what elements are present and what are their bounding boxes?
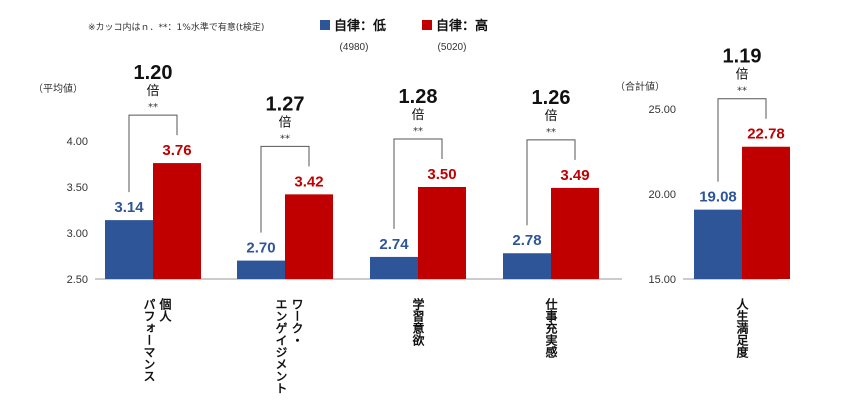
significance-mark: ** [546, 127, 556, 138]
y-tick-label: 3.50 [67, 182, 88, 194]
ratio-value: 1.28 [399, 86, 438, 108]
significance-bracket [128, 114, 178, 193]
bar-low [105, 220, 153, 279]
ratio-unit: 倍 [278, 115, 291, 130]
legend-swatch-high [422, 20, 432, 30]
panel-averages: （平均値）2.503.003.504.003.143.76**倍1.20個人パフ… [33, 62, 622, 394]
ratio-unit: 倍 [411, 108, 424, 123]
significance-mark: ** [413, 126, 423, 137]
bar-high [742, 146, 790, 279]
data-label-low: 2.74 [379, 236, 409, 253]
legend-label-low: 自律：低 [334, 18, 386, 34]
y-tick-label: 4.00 [67, 136, 88, 148]
bar-high [153, 163, 201, 279]
significance-mark: ** [737, 86, 747, 97]
category-label: 学習意欲 [411, 297, 425, 347]
ratio-unit: 倍 [544, 109, 557, 124]
data-label-high: 3.50 [427, 166, 456, 183]
legend-n-high: (5020) [438, 42, 467, 53]
y-tick-label: 15.00 [648, 274, 676, 286]
legend-n-low: (4980) [340, 42, 369, 53]
panel-totals: （合計値） 15.00 20.00 25.00 19.08 22.78 ** 倍1.19 人生満… [615, 46, 790, 359]
y-tick-label: 2.50 [67, 274, 88, 286]
significance-mark: ** [280, 133, 290, 144]
data-label-high: 22.78 [747, 126, 785, 143]
category-label: パフォーマンス [142, 298, 156, 382]
bar-high [285, 194, 333, 279]
data-label-low: 3.14 [114, 199, 144, 216]
category-label: 個人 [158, 297, 172, 322]
significance-bracket [526, 139, 576, 226]
data-label-high: 3.76 [162, 142, 191, 159]
bar-low [370, 256, 418, 279]
bar-low [694, 209, 742, 279]
bar-high [418, 187, 466, 279]
ratio-unit: 倍 [735, 68, 748, 83]
y-tick-label: 3.00 [67, 228, 88, 240]
category-label: 仕事充実感 [544, 297, 558, 358]
legend-label-high: 自律：高 [436, 18, 488, 34]
category-label: ワーク・ [290, 298, 304, 346]
significance-bracket [260, 145, 310, 233]
significance-bracket [393, 138, 443, 229]
ratio-value: 1.20 [134, 62, 173, 84]
data-label-low: 2.70 [246, 240, 275, 257]
significance-bracket [717, 98, 767, 182]
ratio-value: 1.26 [532, 87, 571, 109]
data-label-high: 3.49 [560, 167, 589, 184]
data-label-low: 19.08 [699, 189, 737, 206]
bar-low [503, 253, 551, 279]
ratio-unit: 倍 [146, 84, 159, 99]
significance-mark: ** [148, 102, 158, 113]
bar-low [237, 260, 285, 279]
y-tick-label: 20.00 [648, 189, 676, 201]
footnote: ※カッコ内はｎ．**：1%水準で有意(t検定) [88, 21, 264, 33]
ratio-value: 1.19 [723, 46, 762, 68]
y-tick-label: 25.00 [648, 104, 676, 116]
category-label: 人生満足度 [735, 297, 749, 359]
y-axis-title: （平均値） [33, 82, 83, 95]
y-axis-title: （合計値） [615, 80, 665, 93]
bar-high [551, 187, 599, 279]
legend: 自律：低 (4980) 自律：高 (5020) [320, 18, 488, 53]
data-label-low: 2.78 [512, 232, 541, 249]
data-label-high: 3.42 [294, 173, 323, 190]
ratio-value: 1.27 [266, 93, 305, 115]
category-label: エンゲイジメント [274, 298, 288, 394]
legend-swatch-low [320, 20, 330, 30]
